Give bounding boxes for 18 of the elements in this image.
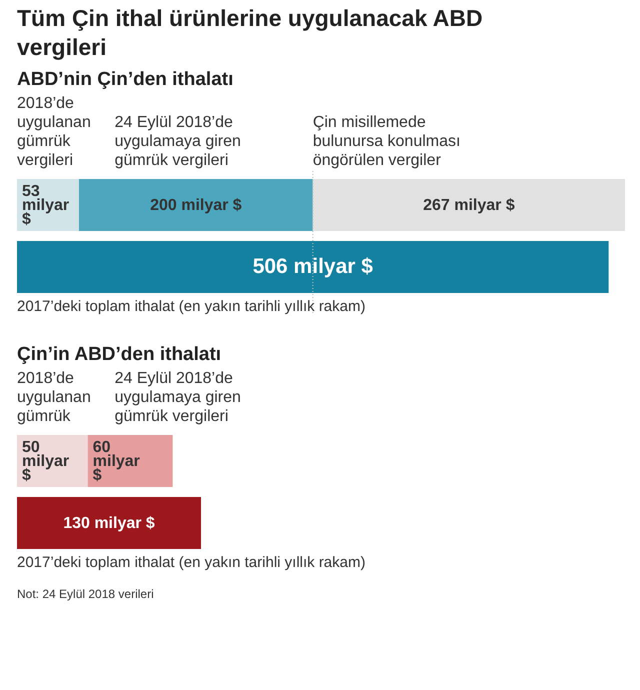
series-label: 2018’de uygulanan gümrük vergileri xyxy=(17,95,91,169)
chart-title: Tüm Çin ithal ürünlerine uygulanacak ABD vergileri xyxy=(17,5,483,60)
series-label: 24 Eylül 2018’de uygulamaya giren gümrük vergileri xyxy=(114,370,241,425)
data-label: 130 milyar $ xyxy=(63,515,155,532)
data-label: 506 milyar $ xyxy=(252,255,374,278)
text: Not: 24 Eylül 2018 verileri xyxy=(17,587,154,601)
annotation: 2017’deki toplam ithalat (en yakın tarihli yıllık rakam) xyxy=(17,554,366,571)
data-label: 267 milyar $ xyxy=(423,197,515,214)
chart-subtitle: ABD’nin Çin’den ithalatı xyxy=(17,69,234,90)
series-label: Çin misillemede bulunursa konulması öngörülen vergiler xyxy=(312,114,460,169)
data-label: 50 milyar $ xyxy=(22,439,70,484)
series-label: 2018’de uygulanan gümrük xyxy=(17,370,91,425)
annotation: 2017’deki toplam ithalat (en yakın tarihli yıllık rakam) xyxy=(17,298,366,315)
data-label: 53 milyar $ xyxy=(22,183,70,228)
series-label: 24 Eylül 2018’de uygulamaya giren gümrük vergileri xyxy=(114,114,241,169)
data-label: 60 milyar $ xyxy=(92,439,140,484)
data-label: 200 milyar $ xyxy=(150,197,242,214)
chart-title: Çin’in ABD’den ithalatı xyxy=(17,344,222,365)
